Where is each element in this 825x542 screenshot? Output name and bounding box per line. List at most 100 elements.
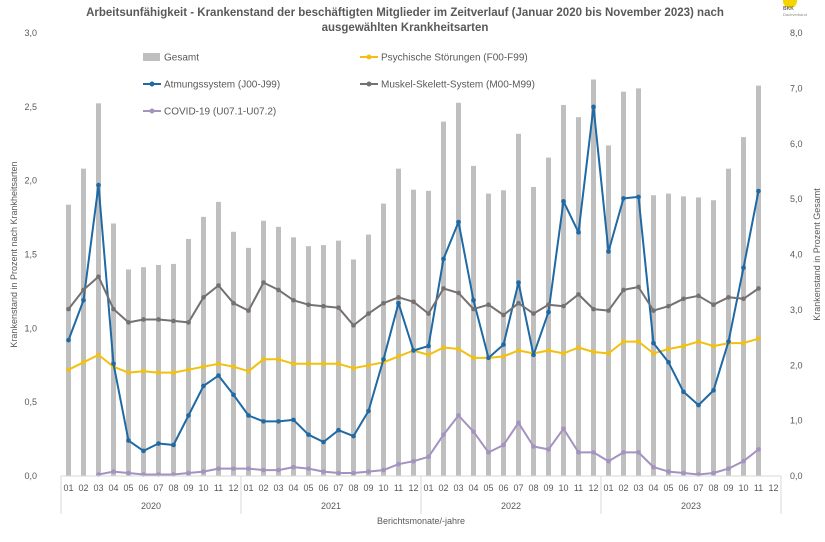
bar-gesamt-07/2021 [336,240,341,476]
point-muskel-skelett-system-01/2021 [246,308,251,313]
bar-gesamt-02/2022 [441,121,446,476]
point-atmungssystem-04/2022 [471,297,476,303]
point-muskel-skelett-system-05/2022 [486,302,491,308]
point-atmungssystem-03/2023 [636,194,641,200]
point-muskel-skelett-system-08/2022 [531,311,536,316]
point-atmungssystem-10/2022 [561,199,566,204]
point-covid-19-01/2022 [426,454,431,460]
bar-gesamt-09/2020 [186,238,191,476]
point-covid-19-04/2020 [111,469,116,474]
x-month-label: 11 [394,483,403,493]
point-psychische-stoerungen-04/2023 [651,351,656,356]
point-psychische-stoerungen-04/2022 [471,355,476,361]
y-right-tick-label: 8,0 [790,28,803,38]
x-month-label: 06 [498,483,508,493]
x-month-label: 10 [198,483,208,493]
point-covid-19-05/2020 [126,470,131,476]
point-covid-19-02/2022 [441,432,446,437]
x-month-label: 04 [648,483,658,493]
point-covid-19-11/2020 [216,466,221,471]
point-atmungssystem-01/2023 [606,249,611,254]
point-atmungssystem-07/2021 [336,427,341,433]
legend-label-muskel-skelett-system: Muskel-Skelett-System (M00-M99) [381,80,535,91]
point-atmungssystem-02/2020 [81,297,86,303]
bar-gesamt-01/2021 [246,247,251,476]
point-psychische-stoerungen-01/2023 [606,351,611,356]
point-psychische-stoerungen-07/2023 [696,339,701,344]
y-left-tick-label: 1,5 [24,250,37,260]
x-month-label: 09 [183,483,193,493]
point-atmungssystem-04/2023 [651,340,656,346]
bar-gesamt-08/2023 [711,200,716,477]
point-atmungssystem-11/2023 [756,188,761,194]
x-month-label: 08 [708,483,718,493]
point-muskel-skelett-system-05/2023 [666,303,671,309]
point-atmungssystem-01/2020 [66,337,71,343]
point-covid-19-07/2021 [336,470,341,476]
point-covid-19-03/2022 [456,413,461,418]
point-atmungssystem-09/2021 [366,408,371,414]
point-atmungssystem-12/2021 [411,348,416,353]
point-atmungssystem-01/2022 [426,343,431,349]
point-psychische-stoerungen-06/2020 [141,368,146,374]
x-month-label: 08 [528,483,538,493]
point-muskel-skelett-system-03/2022 [456,290,461,296]
legend-marker-covid-19 [149,108,155,114]
x-year-label: 2023 [681,501,701,511]
x-month-label: 05 [483,483,493,493]
point-covid-19-01/2021 [246,466,251,471]
y-right-tick-label: 4,0 [790,250,803,260]
legend-label-psychische-stoerungen: Psychische Störungen (F00-F99) [381,53,528,64]
bar-gesamt-11/2021 [396,168,401,476]
bar-gesamt-11/2020 [216,201,221,477]
point-atmungssystem-03/2022 [456,219,461,225]
bar-gesamt-01/2022 [426,190,431,476]
point-covid-19-04/2022 [471,429,476,435]
point-psychische-stoerungen-07/2022 [516,348,521,353]
y-right-axis-title: Krankenstand in Prozent Gesamt [812,188,822,321]
bar-gesamt-12/2021 [411,189,416,476]
bar-gesamt-05/2023 [666,193,671,476]
point-psychische-stoerungen-11/2022 [576,345,581,350]
chart-title-line-2: ausgewählten Krankheitsarten [321,22,489,34]
point-covid-19-10/2020 [201,469,206,474]
point-atmungssystem-03/2021 [276,419,281,424]
point-psychische-stoerungen-09/2022 [546,348,551,353]
point-covid-19-07/2022 [516,420,521,426]
axes: 0,0 0,5 1,0 1,5 2,0 2,5 3,0 0,0 1,0 2,0 3,0 4,0 5,0 6… [9,28,822,526]
x-month-label: 07 [333,483,343,493]
point-muskel-skelett-system-03/2023 [636,284,641,290]
bar-gesamt-04/2021 [291,237,296,476]
x-axis-title: Berichtsmonate/-jahre [377,516,465,526]
point-psychische-stoerungen-06/2021 [321,361,326,367]
x-year-label: 2020 [141,501,161,511]
point-psychische-stoerungen-02/2021 [261,357,266,362]
legend-label-atmungssystem: Atmungssystem (J00-J99) [164,80,280,91]
line-series [66,104,761,477]
bar-gesamt-10/2022 [561,104,566,477]
point-covid-19-08/2023 [711,470,716,476]
bar-gesamt-12/2020 [231,231,236,476]
point-atmungssystem-05/2023 [666,359,671,365]
x-month-label: 10 [738,483,748,493]
point-atmungssystem-11/2022 [576,230,581,235]
bar-gesamt-03/2023 [636,88,641,476]
point-covid-19-11/2023 [756,447,761,452]
bar-gesamt-06/2021 [321,245,326,476]
point-psychische-stoerungen-05/2021 [306,361,311,367]
point-muskel-skelett-system-10/2023 [741,296,746,302]
point-muskel-skelett-system-02/2023 [621,287,626,293]
point-muskel-skelett-system-12/2020 [231,300,236,306]
legend-label-covid-19: COVID-19 (U07.1-U07.2) [164,107,276,118]
x-month-label: 06 [138,483,148,493]
point-psychische-stoerungen-03/2022 [456,346,461,352]
point-psychische-stoerungen-11/2021 [396,354,401,359]
legend-label-gesamt: Gesamt [164,53,199,64]
point-psychische-stoerungen-10/2023 [741,340,746,346]
bar-gesamt-08/2020 [171,263,176,476]
point-psychische-stoerungen-09/2021 [366,362,371,368]
bar-gesamt-07/2023 [696,197,701,476]
x-month-label: 07 [153,483,163,493]
x-month-label: 01 [423,483,433,493]
point-muskel-skelett-system-06/2021 [321,303,326,309]
